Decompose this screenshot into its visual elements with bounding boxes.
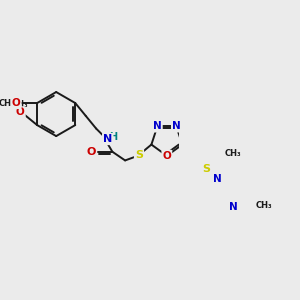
Text: CH₃: CH₃: [225, 149, 242, 158]
Text: O: O: [12, 98, 21, 108]
Text: O: O: [163, 151, 171, 161]
Text: O: O: [87, 147, 96, 157]
Text: CH₃: CH₃: [0, 99, 15, 108]
Text: S: S: [202, 164, 211, 174]
Text: N: N: [153, 122, 162, 131]
Text: N: N: [103, 134, 112, 144]
Text: N: N: [213, 174, 222, 184]
Text: O: O: [16, 107, 25, 117]
Text: H: H: [109, 132, 117, 142]
Text: N: N: [172, 122, 181, 131]
Text: CH₃: CH₃: [256, 201, 273, 210]
Text: N: N: [229, 202, 238, 212]
Text: CH₃: CH₃: [12, 100, 28, 109]
Text: S: S: [135, 150, 143, 160]
